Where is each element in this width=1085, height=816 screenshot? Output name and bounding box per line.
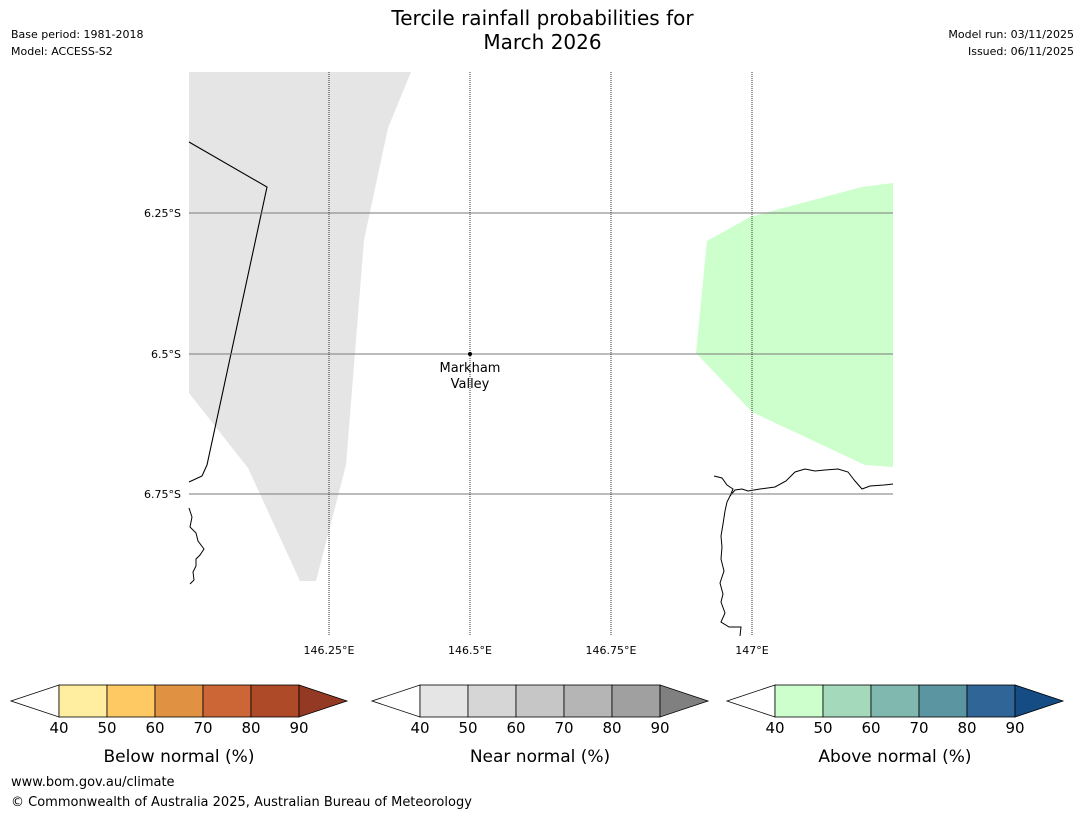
legend-swatch (419, 684, 469, 718)
lat-label-6-5: 6.5°S (151, 348, 181, 361)
legend-above-normal: 40 50 60 70 80 90 Above normal (%) (725, 684, 1065, 767)
legend-swatch (58, 684, 108, 718)
legend-swatch (918, 684, 968, 718)
legend-swatch (611, 684, 661, 718)
legend-tick-label: 90 (289, 719, 308, 737)
legend-swatch (966, 684, 1016, 718)
legend-tick-label: 50 (97, 719, 116, 737)
legend-swatch (563, 684, 613, 718)
map-panel: 6.25°S 6.5°S 6.75°S 146.25°E 146.5°E 146… (144, 72, 894, 657)
model-text: Model: ACCESS-S2 (11, 45, 113, 58)
legend-low-extend (370, 684, 421, 718)
meta-left: Base period: 1981-2018 Model: ACCESS-S2 (11, 26, 143, 60)
legend-tick-label: 50 (813, 719, 832, 737)
legend-title: Below normal (%) (104, 747, 255, 767)
latitude-gridlines (189, 212, 893, 495)
legend-swatch (154, 684, 204, 718)
issued-text: Issued: 06/11/2025 (967, 45, 1074, 58)
legend-tick-label: 50 (458, 719, 477, 737)
title-line-2: March 2026 (483, 30, 602, 54)
legend-high-extend (1014, 684, 1065, 718)
legend-high-extend (298, 684, 349, 718)
legend-swatch (467, 684, 517, 718)
legend-low-extend (725, 684, 776, 718)
border-line (188, 141, 268, 483)
legend-tick-label: 40 (410, 719, 429, 737)
legend-swatch (202, 684, 252, 718)
near-normal-region (189, 72, 411, 581)
lon-label-147: 147°E (735, 644, 768, 657)
chart-title: Tercile rainfall probabilities for March… (0, 6, 1085, 54)
lat-label-6-75: 6.75°S (144, 488, 181, 501)
legend-tick-label: 70 (554, 719, 573, 737)
above-normal-region (696, 183, 893, 467)
legend-tick-label: 80 (957, 719, 976, 737)
legend-tick-label: 40 (49, 719, 68, 737)
legend-tick-label: 90 (1005, 719, 1024, 737)
meta-right: Model run: 03/11/2025 Issued: 06/11/2025 (948, 26, 1074, 60)
title-line-1: Tercile rainfall probabilities for (391, 6, 694, 30)
legend-tick-label: 80 (602, 719, 621, 737)
legend-tick-label: 60 (506, 719, 525, 737)
model-run-text: Model run: 03/11/2025 (948, 28, 1074, 41)
legend-tick-label: 90 (650, 719, 669, 737)
legend-swatch (870, 684, 920, 718)
coastline-west (188, 507, 205, 585)
place-label-line-1: Markham (440, 361, 501, 376)
legend-swatch (822, 684, 872, 718)
place-label-line-2: Valley (451, 377, 490, 392)
legend-near-normal: 40 50 60 70 80 90 Near normal (%) (370, 684, 710, 767)
legend-below-normal: 40 50 60 70 80 90 Below normal (%) (9, 684, 349, 767)
lon-label-146-5: 146.5°E (448, 644, 492, 657)
lat-label-6-25: 6.25°S (144, 207, 181, 220)
legend-title: Above normal (%) (818, 747, 971, 767)
legend-low-extend (9, 684, 60, 718)
lon-label-146-75: 146.75°E (586, 644, 637, 657)
legend-tick-label: 70 (193, 719, 212, 737)
legend-swatch (774, 684, 824, 718)
legend-swatch (250, 684, 300, 718)
footer-url[interactable]: www.bom.gov.au/climate (11, 775, 175, 790)
place-marker-dot (468, 352, 472, 356)
legend-tick-label: 70 (909, 719, 928, 737)
lon-label-146-25: 146.25°E (304, 644, 355, 657)
coastline-river (719, 495, 742, 637)
legend-tick-label: 40 (765, 719, 784, 737)
footer-copyright: © Commonwealth of Australia 2025, Austra… (11, 795, 472, 810)
legend-swatch (515, 684, 565, 718)
legend-title: Near normal (%) (470, 747, 610, 767)
legend-high-extend (659, 684, 710, 718)
coastline-east (713, 468, 894, 497)
legend-tick-label: 60 (145, 719, 164, 737)
legend-swatch (106, 684, 156, 718)
legend-tick-label: 60 (861, 719, 880, 737)
legend-tick-label: 80 (241, 719, 260, 737)
base-period-text: Base period: 1981-2018 (11, 28, 144, 41)
